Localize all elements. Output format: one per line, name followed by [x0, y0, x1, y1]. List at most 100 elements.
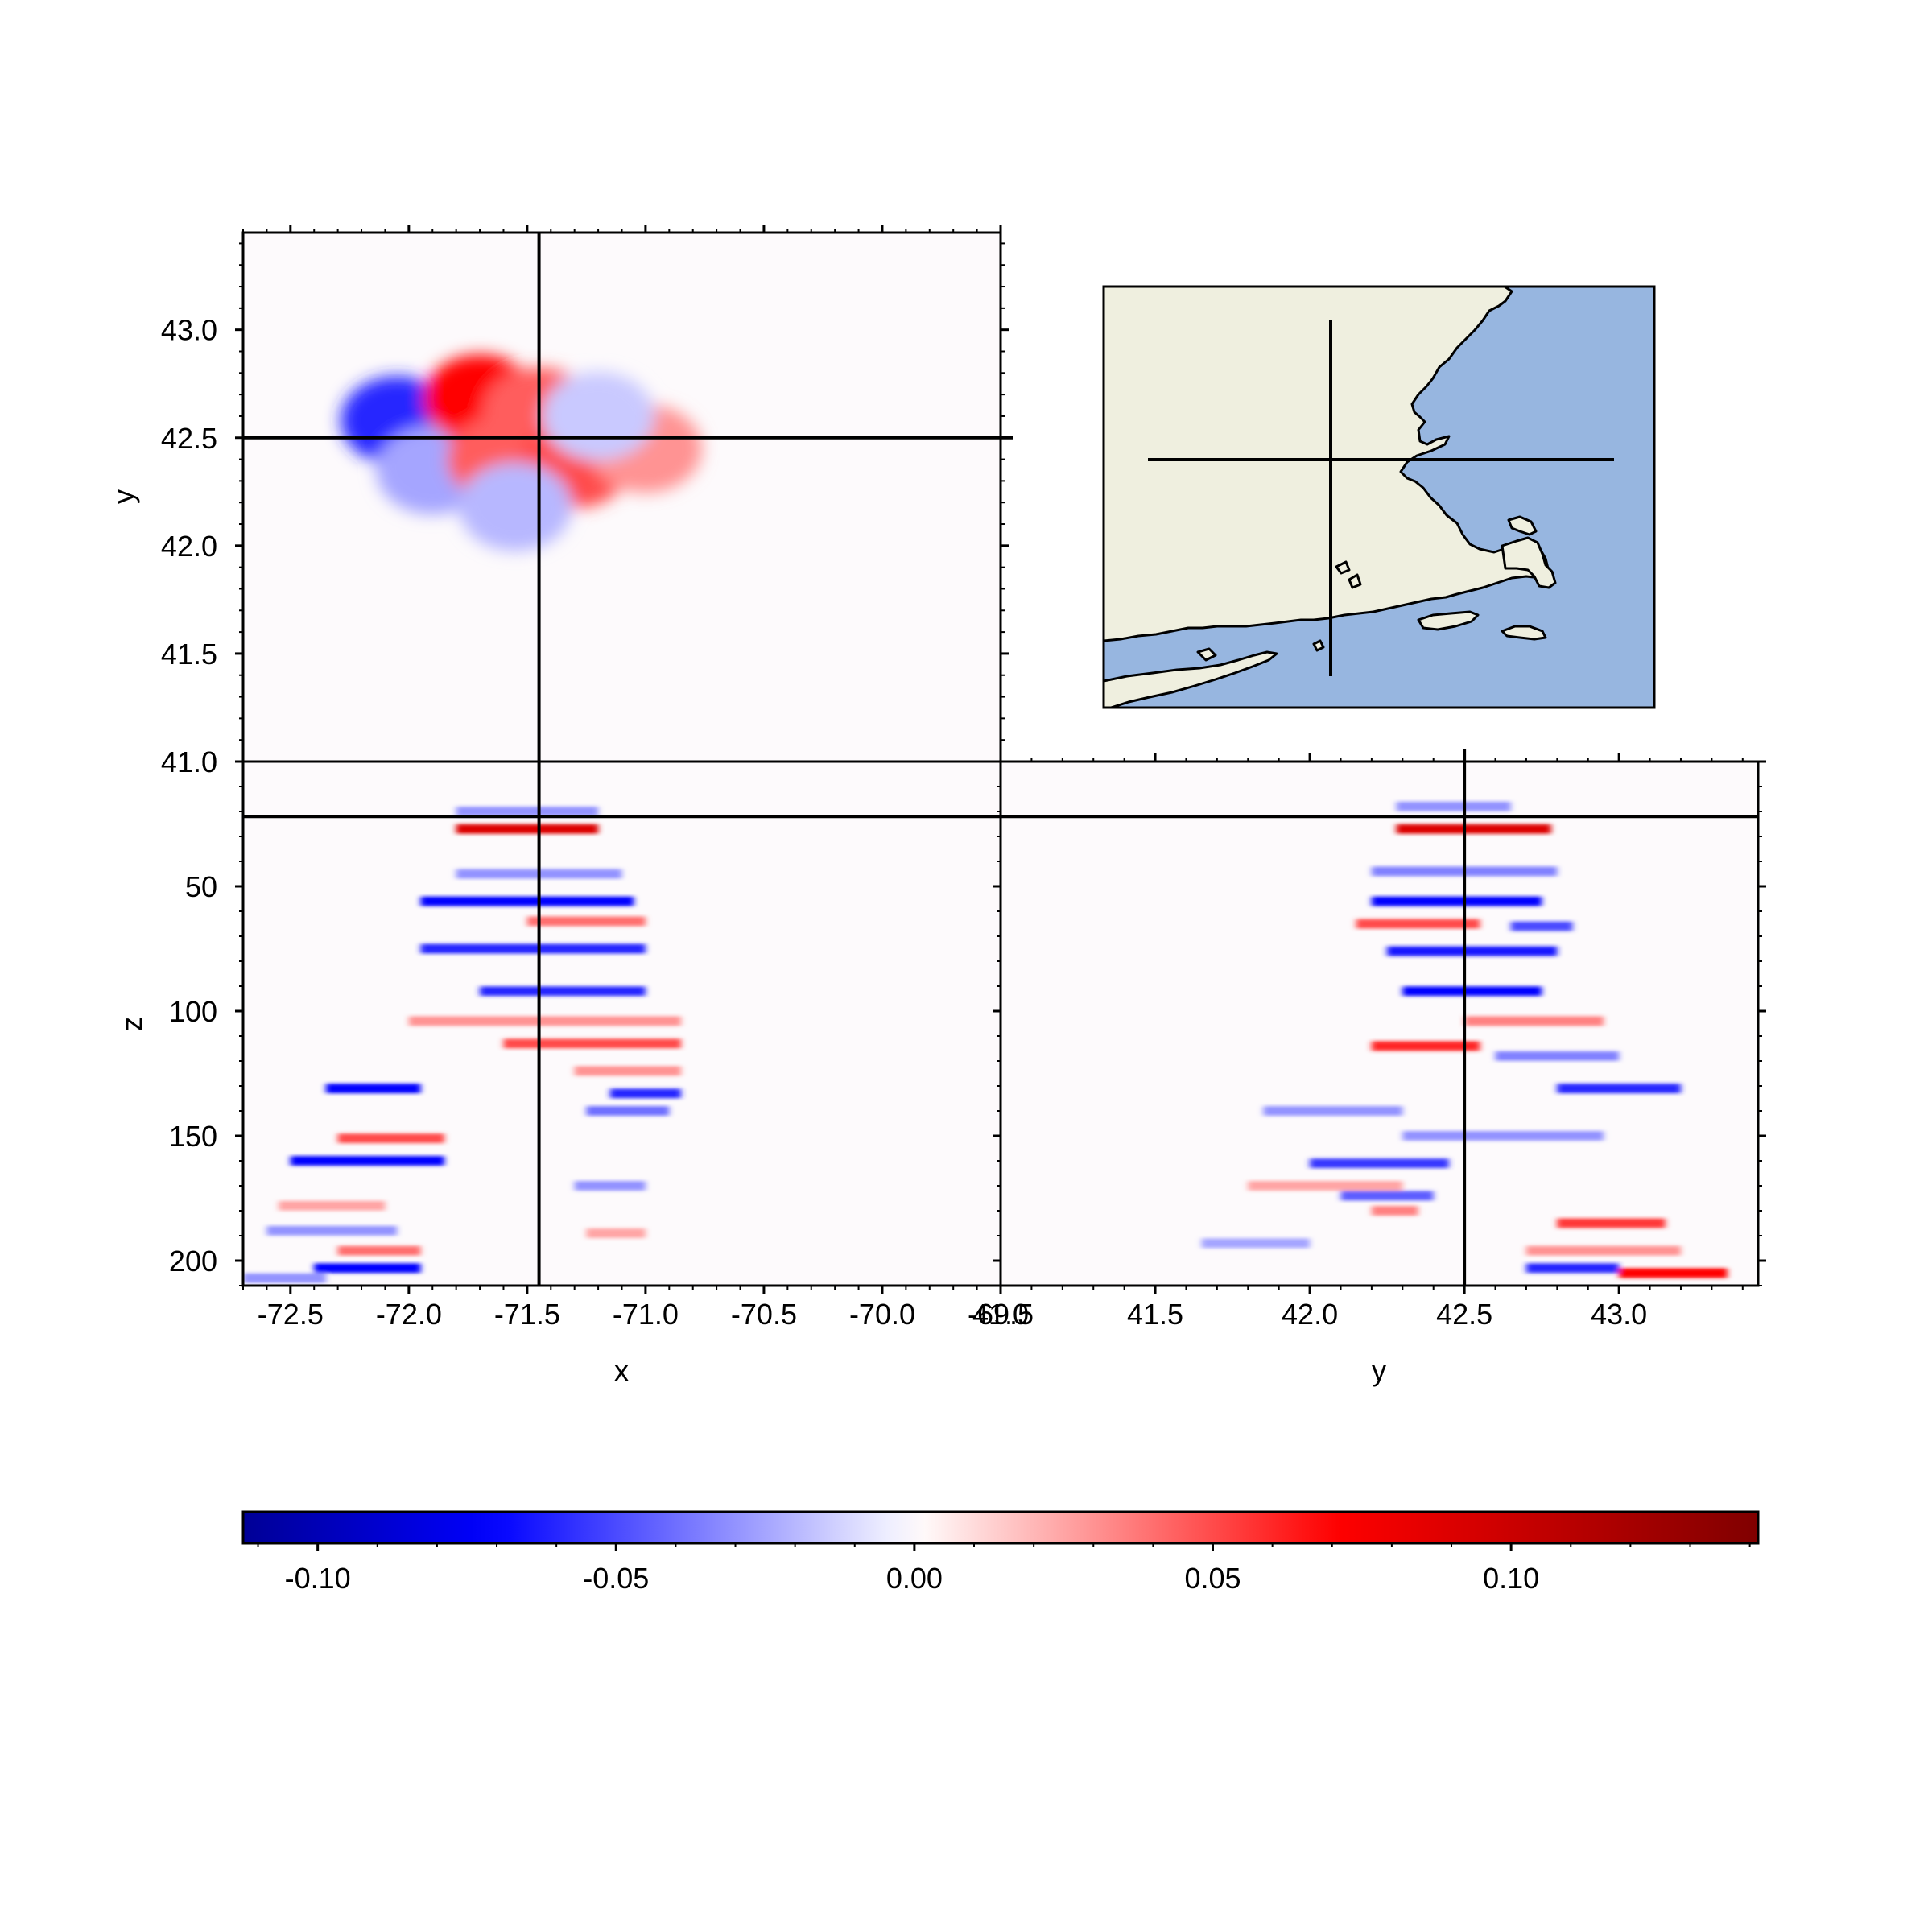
yz-heatmap-band: [1371, 896, 1542, 906]
xz-x-tick-label: -70.0: [849, 1298, 915, 1331]
xz-heatmap-band: [290, 1156, 444, 1166]
inset-map: [1102, 285, 1656, 709]
xz-heatmap-band: [609, 1088, 682, 1099]
xz-heatmap-band: [337, 1133, 444, 1144]
xz-heatmap-band: [337, 1245, 421, 1256]
yz-heatmap-band: [1464, 1016, 1604, 1026]
yz-heatmap-band: [1402, 986, 1542, 997]
map-nantucket: [1501, 625, 1547, 641]
map-long-island: [1104, 650, 1278, 708]
xy-y-tick-label: 41.5: [161, 638, 217, 671]
xz-section-crosshair: [243, 762, 1001, 1286]
yz-heatmap-band: [1396, 801, 1511, 811]
yz-y-tick-label: 42.5: [1436, 1298, 1492, 1331]
xz-x-tick-label: -70.5: [731, 1298, 797, 1331]
yz-y-tick-label: 41.5: [1127, 1298, 1183, 1331]
yz-heatmap-band: [1201, 1238, 1311, 1249]
map-land: [1104, 287, 1550, 642]
xz-heatmap-band: [325, 1084, 421, 1094]
xz-heatmap-band: [586, 1106, 670, 1116]
yz-heatmap-band: [1495, 1051, 1620, 1061]
xz-x-tick-label: -71.0: [613, 1298, 679, 1331]
xy-y-tick-label: 42.0: [161, 530, 217, 563]
xz-heatmap-band: [314, 1263, 421, 1274]
yz-y-tick-label: 41.0: [972, 1298, 1029, 1331]
colorbar-tick-label: 0.10: [1483, 1562, 1539, 1595]
xz-section-panel: 0 50 100 150 200 -72.5 -72.0 -71.5 -71.0 -70.5 -70…: [115, 745, 1034, 1387]
yz-section-panel: 41.0 41.5 42.0 42.5 43.0 y: [972, 749, 1766, 1387]
xy-y-tick-label: 42.5: [161, 422, 217, 455]
yz-heatmap-band: [1371, 1206, 1418, 1216]
yz-heatmap-band: [1340, 1191, 1434, 1201]
xy-plane-ylabel: y: [107, 489, 140, 504]
yz-section-ticks: 41.0 41.5 42.0 42.5 43.0: [972, 753, 1766, 1331]
yz-heatmap-band: [1263, 1106, 1403, 1116]
yz-heatmap-band: [1402, 1131, 1604, 1141]
xz-heatmap-band: [586, 1228, 646, 1238]
xz-heatmap-band: [574, 1066, 682, 1076]
yz-heatmap-band: [1356, 919, 1480, 929]
colorbar-gradient: [242, 1510, 1760, 1545]
yz-y-tick-label: 43.0: [1591, 1298, 1647, 1331]
xz-z-tick-label: 50: [185, 870, 217, 903]
xz-heatmap-band: [243, 1273, 326, 1283]
xz-heatmap-band: [266, 1225, 398, 1236]
xz-z-tick-label: 150: [169, 1120, 217, 1153]
yz-heatmap-band: [1525, 1263, 1620, 1274]
yz-y-tick-label: 42.0: [1282, 1298, 1338, 1331]
colorbar-ticks: -0.10 -0.05 0.00 0.05 0.10: [257, 1543, 1751, 1595]
map-cape-cod: [1501, 515, 1557, 589]
colorbar-tick-label: -0.05: [583, 1562, 649, 1595]
xz-heatmap-band: [279, 1200, 386, 1211]
yz-heatmap-band: [1525, 1245, 1681, 1256]
yz-section-crosshair: [1001, 749, 1758, 1286]
xz-heatmap-band: [408, 1016, 682, 1026]
xz-z-tick-label: 200: [169, 1245, 217, 1278]
yz-heatmap-band: [1557, 1218, 1666, 1228]
xz-x-tick-label: -72.5: [258, 1298, 324, 1331]
yz-heatmap-band: [1396, 824, 1551, 834]
xz-section-ylabel: z: [115, 1017, 148, 1031]
yz-heatmap-band: [1387, 946, 1558, 956]
yz-heatmap-band: [1619, 1268, 1728, 1278]
xy-plane-crosshair: [243, 233, 1013, 762]
xz-heatmap-band: [480, 986, 646, 997]
xy-heatmap-cell: [459, 462, 572, 551]
xz-x-tick-label: -71.5: [494, 1298, 560, 1331]
xz-heatmap-band: [503, 1038, 682, 1049]
xy-plane-background: [243, 233, 1001, 762]
map-islands: [1196, 560, 1362, 662]
yz-heatmap-band: [1371, 1041, 1480, 1051]
colorbar: -0.10 -0.05 0.00 0.05 0.10: [242, 1510, 1760, 1595]
xz-z-tick-label: 100: [169, 995, 217, 1028]
yz-heatmap-band: [1557, 1084, 1681, 1094]
map-crosshair: [1148, 320, 1614, 676]
yz-heatmap-band: [1248, 1181, 1403, 1191]
xz-heatmap-band: [456, 824, 599, 834]
xz-heatmap-band: [526, 916, 646, 927]
colorbar-tick-label: -0.10: [285, 1562, 351, 1595]
yz-heatmap-band: [1310, 1158, 1449, 1169]
yz-section-heatmap: [1201, 801, 1728, 1278]
xz-section-xlabel: x: [614, 1354, 629, 1387]
map-marthas-vineyard: [1417, 610, 1480, 631]
xy-heatmap-cell: [542, 371, 655, 460]
colorbar-tick-label: 0.05: [1184, 1562, 1241, 1595]
xz-section-heatmap: [243, 807, 682, 1283]
xy-plane-panel: 41.0 41.5 42.0 42.5 43.0 y: [107, 225, 1013, 778]
xz-x-tick-label: -72.0: [376, 1298, 442, 1331]
yz-section-frame: [999, 760, 1760, 1287]
xz-heatmap-band: [574, 1181, 646, 1191]
xz-x-tick-label: -69.5: [968, 1298, 1034, 1331]
map-frame: [1102, 285, 1656, 709]
colorbar-tick-label: 0.00: [886, 1562, 943, 1595]
yz-heatmap-band: [1510, 921, 1573, 931]
xy-y-tick-label: 43.0: [161, 314, 217, 347]
xz-z-tick-label: 0: [201, 745, 217, 778]
xz-heatmap-band: [420, 943, 646, 954]
xz-heatmap-band: [456, 807, 599, 816]
yz-section-xlabel: y: [1372, 1354, 1386, 1387]
xy-y-tick-label: 41.0: [161, 745, 217, 778]
xz-heatmap-band: [420, 896, 634, 906]
